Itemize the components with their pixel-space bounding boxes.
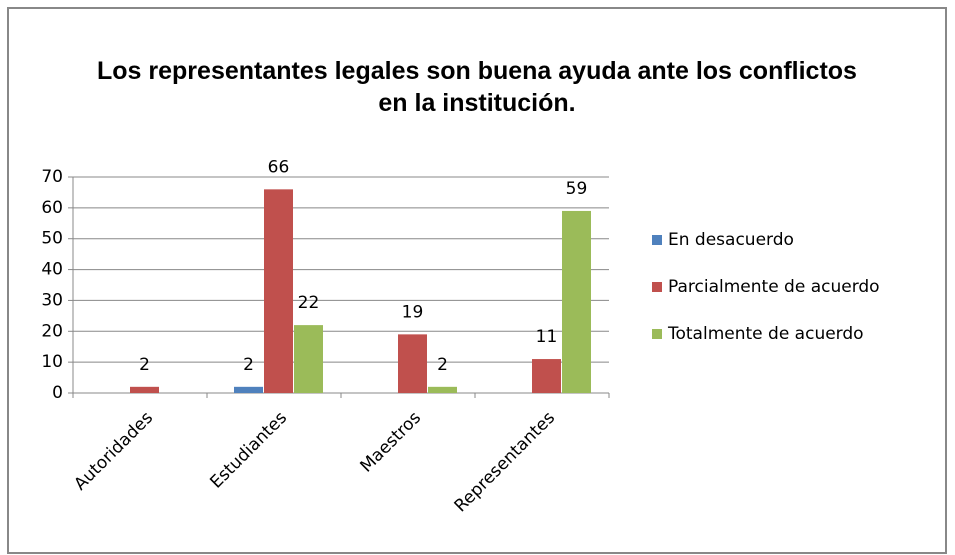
legend-swatch bbox=[652, 329, 662, 339]
legend-label: Parcialmente de acuerdo bbox=[668, 277, 880, 297]
y-tick-label: 60 bbox=[41, 198, 63, 218]
chart-title: Los representantes legales son buena ayu… bbox=[97, 57, 857, 117]
bar bbox=[234, 386, 263, 393]
y-tick-label: 70 bbox=[41, 167, 63, 187]
legend-swatch bbox=[652, 235, 662, 245]
data-label: 11 bbox=[536, 327, 558, 347]
data-label: 2 bbox=[139, 355, 150, 375]
data-label: 59 bbox=[566, 179, 588, 199]
bar bbox=[294, 325, 323, 393]
data-label: 22 bbox=[298, 293, 320, 313]
legend-label: En desacuerdo bbox=[668, 230, 794, 250]
y-tick-label: 30 bbox=[41, 290, 63, 310]
y-tick-label: 0 bbox=[52, 383, 63, 403]
y-tick-label: 20 bbox=[41, 321, 63, 341]
data-label: 66 bbox=[268, 157, 290, 177]
bar bbox=[532, 359, 561, 393]
bar bbox=[562, 210, 591, 393]
data-label: 2 bbox=[437, 355, 448, 375]
legend-label: Totalmente de acuerdo bbox=[667, 324, 864, 344]
bar bbox=[398, 334, 427, 393]
y-tick-label: 40 bbox=[41, 260, 63, 280]
chart-frame bbox=[7, 7, 947, 554]
legend-swatch bbox=[652, 282, 662, 292]
data-label: 19 bbox=[402, 302, 424, 322]
bar bbox=[264, 189, 293, 393]
bar bbox=[130, 386, 159, 393]
y-tick-label: 10 bbox=[41, 352, 63, 372]
y-tick-label: 50 bbox=[41, 229, 63, 249]
bar bbox=[428, 386, 457, 393]
data-label: 2 bbox=[243, 355, 254, 375]
